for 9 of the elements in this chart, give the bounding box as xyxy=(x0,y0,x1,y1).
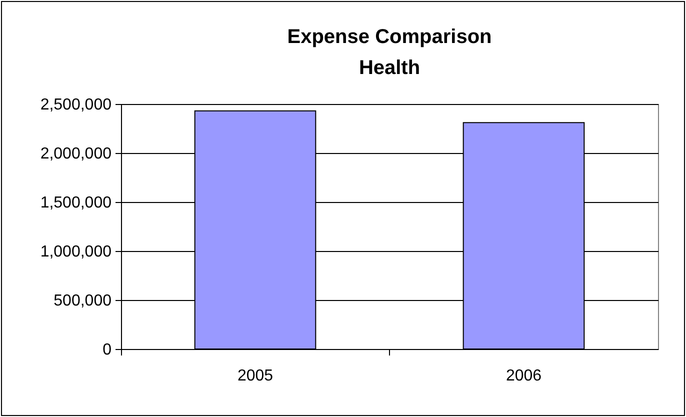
y-tick-label: 1,000,000 xyxy=(40,244,112,260)
y-tick-label: 1,500,000 xyxy=(40,194,112,212)
chart-title: Expense Comparison Health xyxy=(287,26,492,79)
x-tick-label: 2005 xyxy=(237,368,274,384)
x-tick-label: 2006 xyxy=(506,368,542,384)
y-tick-label: 0 xyxy=(102,342,112,358)
y-tick-label: 500,000 xyxy=(54,292,112,310)
y-tick-label: 2,500,000 xyxy=(40,96,112,114)
y-tick-label: 2,000,000 xyxy=(40,146,112,162)
